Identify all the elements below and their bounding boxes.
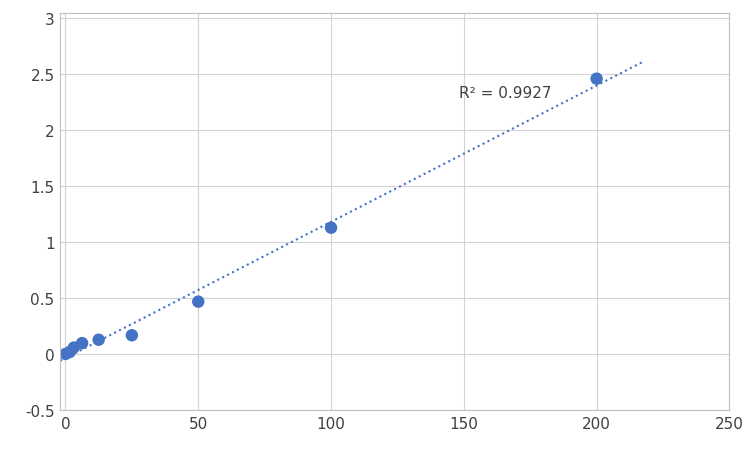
Point [59, 350, 71, 358]
Point [92, 336, 105, 344]
Text: R² = 0.9927: R² = 0.9927 [459, 85, 551, 101]
Point [64, 349, 76, 356]
Point [76, 340, 88, 347]
Point [126, 332, 138, 339]
Point [68, 344, 80, 351]
Point [193, 299, 205, 306]
Point [590, 76, 602, 83]
Point [325, 225, 337, 232]
